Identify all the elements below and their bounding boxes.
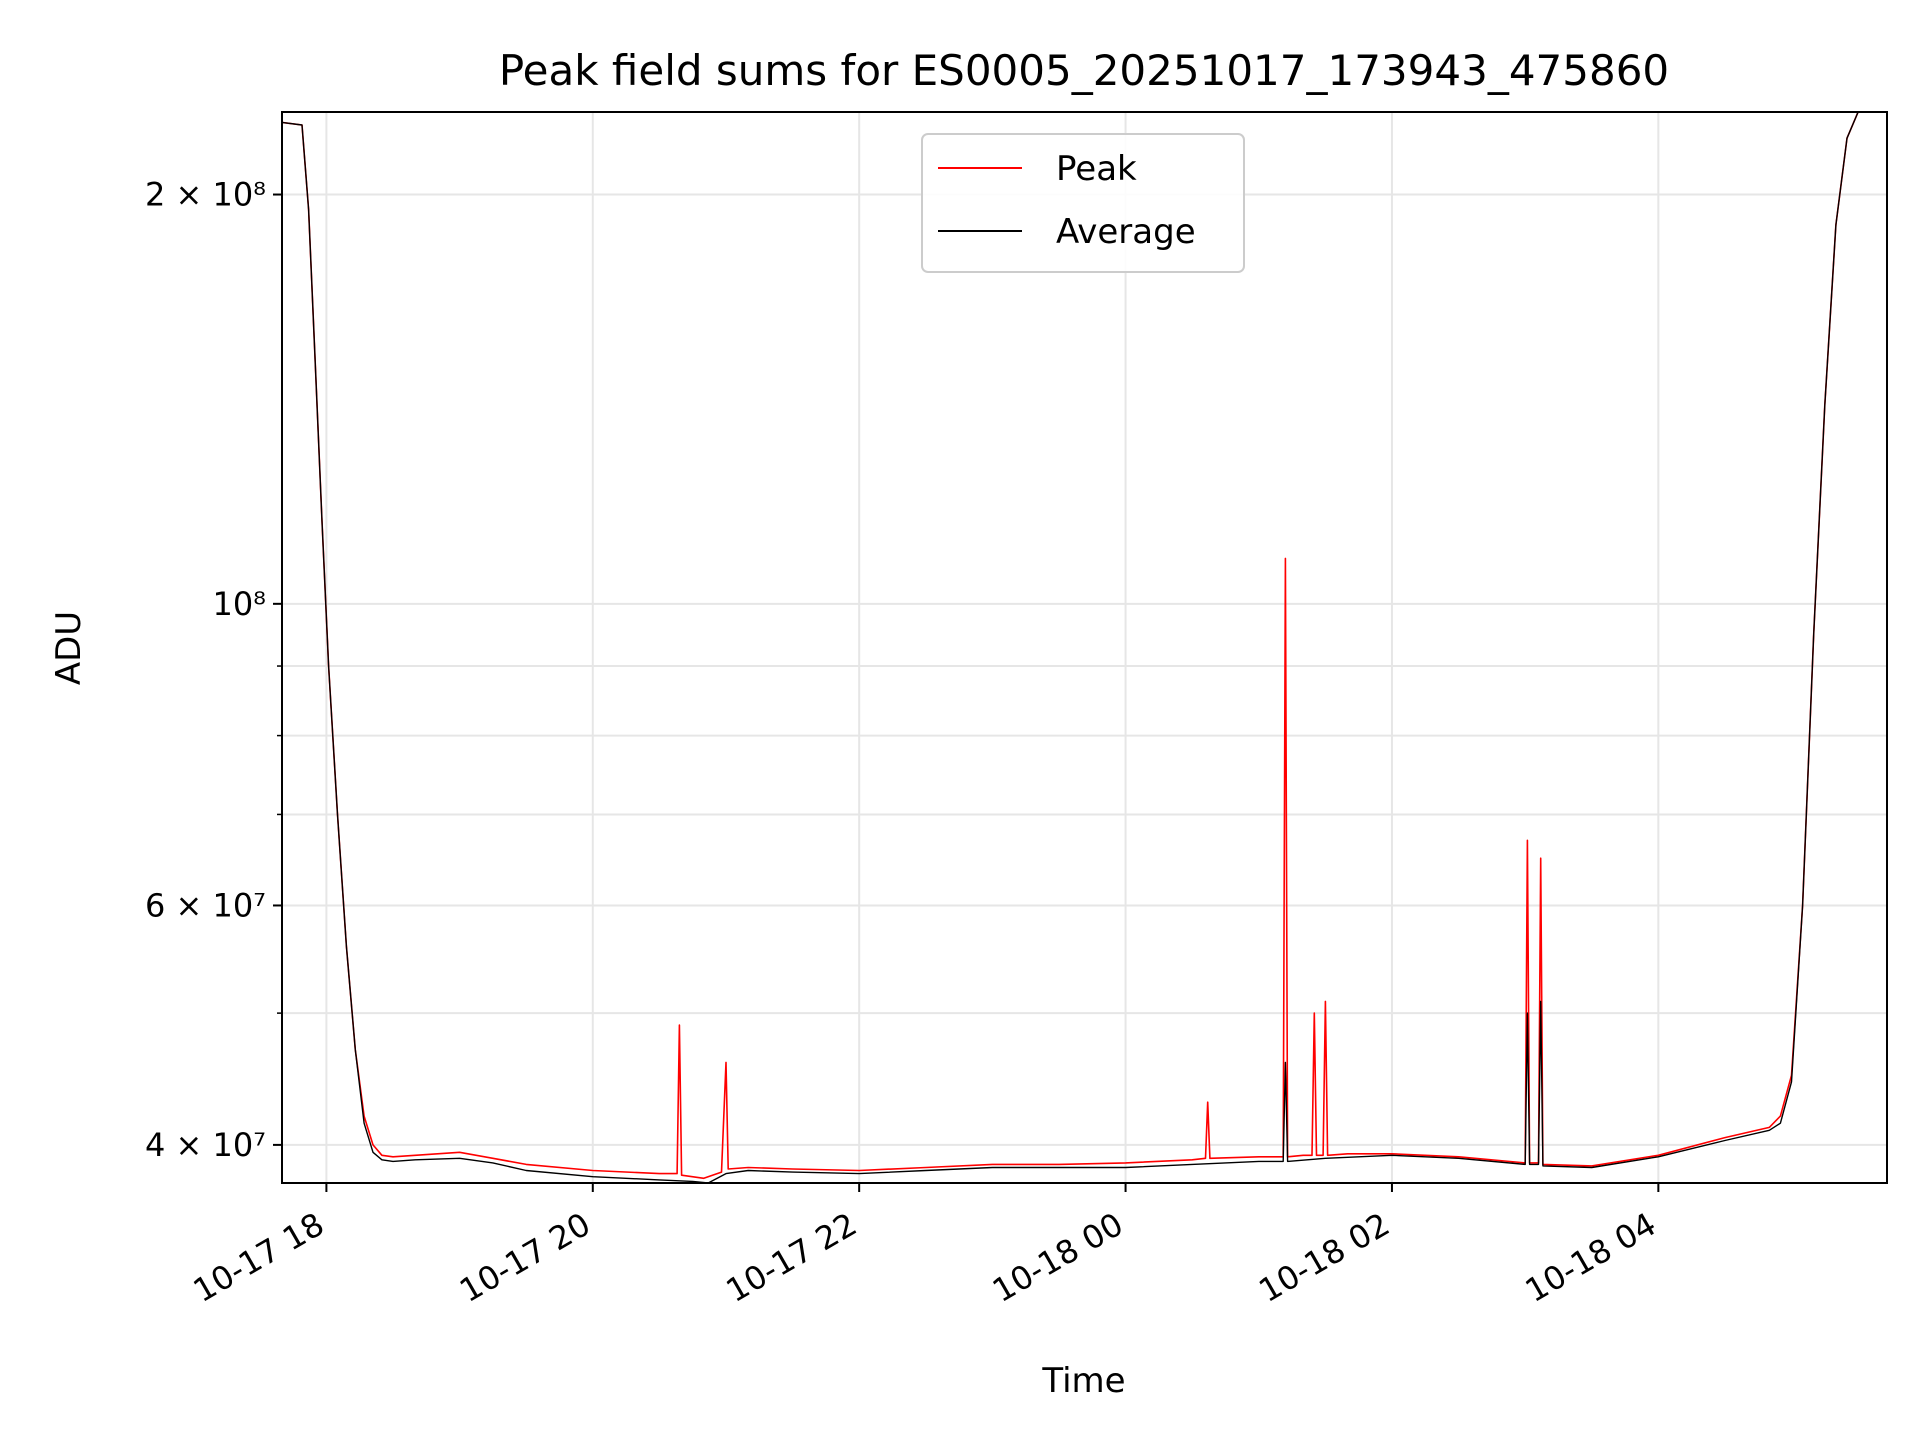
legend-average-label: Average (1056, 212, 1196, 252)
y-tick-label: 2 × 10⁸ (145, 176, 266, 214)
x-axis-label: Time (1041, 1361, 1125, 1401)
y-axis: 4 × 10⁷ 6 × 10⁷ 10⁸ 2 × 10⁸ (145, 176, 282, 1164)
y-tick-label: 10⁸ (212, 585, 266, 623)
series-layer (282, 112, 1887, 1183)
series-line-peak (282, 112, 1887, 1180)
plot-frame (281, 111, 1888, 1184)
series-line-average (282, 112, 1887, 1183)
chart-title: Peak field sums for ES0005_20251017_1739… (499, 46, 1669, 95)
legend: Peak Average (921, 133, 1245, 273)
y-tick-label: 4 × 10⁷ (145, 1126, 266, 1164)
y-axis-label: ADU (49, 611, 89, 685)
legend-peak-label: Peak (1056, 149, 1137, 189)
y-tick-label: 6 × 10⁷ (145, 886, 266, 924)
